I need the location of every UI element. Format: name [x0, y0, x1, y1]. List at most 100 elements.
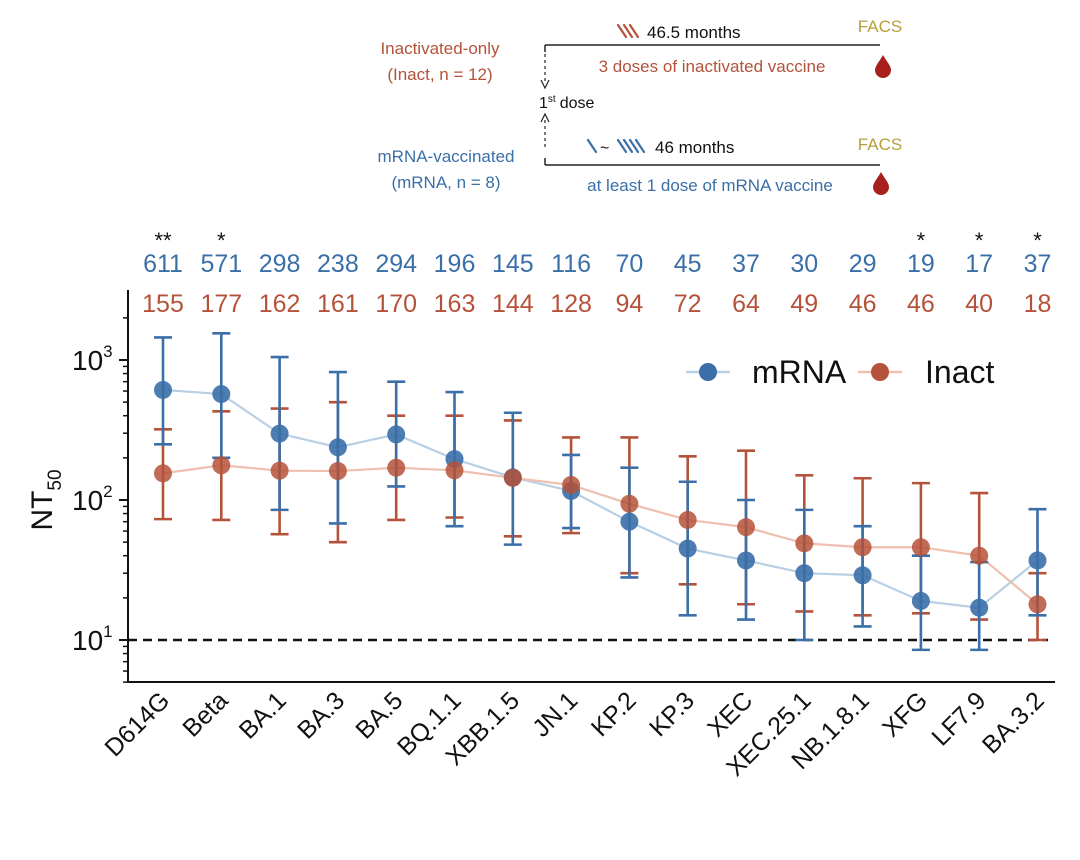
point-inact	[328, 462, 347, 481]
mrna-interval-tilde: ~	[600, 140, 609, 157]
x-tick-label: BA.3	[292, 686, 350, 744]
mrna-value-label: 37	[1024, 250, 1052, 278]
inact-value-label: 40	[965, 290, 993, 318]
mrna-interval: 46 months	[655, 138, 734, 157]
point-inact	[853, 538, 872, 557]
inact-group-name: Inactivated-only	[380, 39, 500, 58]
legend-marker-mrna	[699, 363, 717, 381]
y-tick-label: 101	[72, 622, 113, 656]
mrna-doses: at least 1 dose of mRNA vaccine	[587, 176, 833, 195]
x-tick-label: JN.1	[527, 686, 583, 742]
mrna-value-label: 29	[849, 250, 877, 278]
inact-value-label: 162	[259, 290, 301, 318]
series-line-mrna	[162, 388, 1039, 609]
x-tick-label: KP.2	[586, 686, 642, 742]
inact-value-label: 163	[434, 290, 476, 318]
mrna-value-label: 571	[200, 250, 242, 278]
inact-value-label: 72	[674, 290, 702, 318]
inact-doses: 3 doses of inactivated vaccine	[599, 57, 826, 76]
mrna-group-size: (mRNA, n = 8)	[391, 173, 500, 192]
inact-value-label: 46	[849, 290, 877, 318]
value-labels: 611155**571177*2981622381612941701961631…	[142, 228, 1051, 318]
point-mrna	[328, 438, 347, 457]
x-tick-label: Beta	[177, 686, 233, 742]
point-inact	[270, 461, 289, 480]
legend-label-inact: Inact	[925, 354, 994, 390]
point-inact	[562, 475, 581, 494]
x-tick-label: BA.3.2	[977, 686, 1050, 759]
point-inact	[387, 458, 406, 477]
data-points	[154, 380, 1047, 617]
mrna-value-label: 298	[259, 250, 301, 278]
point-mrna	[853, 566, 872, 585]
point-mrna	[270, 424, 289, 443]
point-mrna	[1028, 551, 1047, 570]
point-inact	[911, 538, 930, 557]
mrna-value-label: 30	[790, 250, 818, 278]
mrna-value-label: 19	[907, 250, 935, 278]
point-inact	[620, 494, 639, 513]
significance-mark: **	[154, 228, 172, 253]
point-inact	[1028, 595, 1047, 614]
series-line-inact	[162, 464, 1039, 606]
x-tick-label: D614G	[99, 686, 175, 762]
mrna-value-label: 196	[434, 250, 476, 278]
mrna-facs-label: FACS	[858, 135, 902, 154]
y-tick-label: 102	[72, 482, 113, 516]
mrna-value-label: 611	[143, 250, 183, 278]
mrna-value-label: 17	[965, 250, 993, 278]
series-lines	[162, 388, 1039, 609]
mrna-syringe-icon	[586, 138, 646, 154]
point-inact	[795, 534, 814, 553]
inact-blood-drop-icon	[875, 55, 891, 78]
inact-group-size: (Inact, n = 12)	[387, 65, 492, 84]
mrna-value-label: 37	[732, 250, 760, 278]
point-mrna	[911, 591, 930, 610]
point-mrna	[795, 564, 814, 583]
point-mrna	[387, 425, 406, 444]
inact-value-label: 144	[492, 290, 534, 318]
point-mrna	[678, 539, 697, 558]
x-tick-label: KP.3	[644, 686, 700, 742]
inact-value-label: 161	[317, 290, 359, 318]
inact-value-label: 94	[615, 290, 643, 318]
point-mrna	[970, 598, 989, 617]
inact-value-label: 18	[1024, 290, 1052, 318]
significance-mark: *	[217, 228, 226, 253]
significance-mark: *	[1033, 228, 1042, 253]
inact-interval: 46.5 months	[647, 23, 741, 42]
significance-mark: *	[917, 228, 926, 253]
y-axis-label: NT50	[26, 469, 66, 530]
inact-value-label: 155	[142, 290, 184, 318]
point-inact	[503, 468, 522, 487]
point-inact	[737, 518, 755, 537]
legend: mRNA Inact	[686, 354, 994, 390]
point-inact	[678, 510, 697, 529]
x-tick-label: XFG	[877, 686, 933, 742]
significance-mark: *	[975, 228, 984, 253]
legend-label-mrna: mRNA	[752, 354, 847, 390]
point-inact	[445, 461, 464, 480]
y-tick-label: 103	[72, 342, 113, 376]
point-mrna	[154, 380, 172, 399]
point-mrna	[212, 385, 231, 404]
mrna-group-name: mRNA-vaccinated	[378, 147, 515, 166]
inact-value-label: 177	[200, 290, 242, 318]
mrna-value-label: 294	[375, 250, 417, 278]
legend-marker-inact	[871, 363, 889, 381]
inact-value-label: 46	[907, 290, 935, 318]
inact-facs-label: FACS	[858, 17, 902, 36]
vaccination-schematic: Inactivated-only (Inact, n = 12) 46.5 mo…	[378, 17, 902, 195]
point-mrna	[737, 551, 755, 570]
inact-syringe-icon	[616, 23, 640, 39]
mrna-value-label: 70	[615, 250, 643, 278]
first-dose-label: 1st dose	[539, 94, 594, 112]
inact-value-label: 128	[550, 290, 592, 318]
mrna-value-label: 116	[551, 250, 591, 278]
mrna-blood-drop-icon	[873, 172, 889, 195]
mrna-value-label: 45	[674, 250, 702, 278]
point-inact	[212, 456, 231, 475]
